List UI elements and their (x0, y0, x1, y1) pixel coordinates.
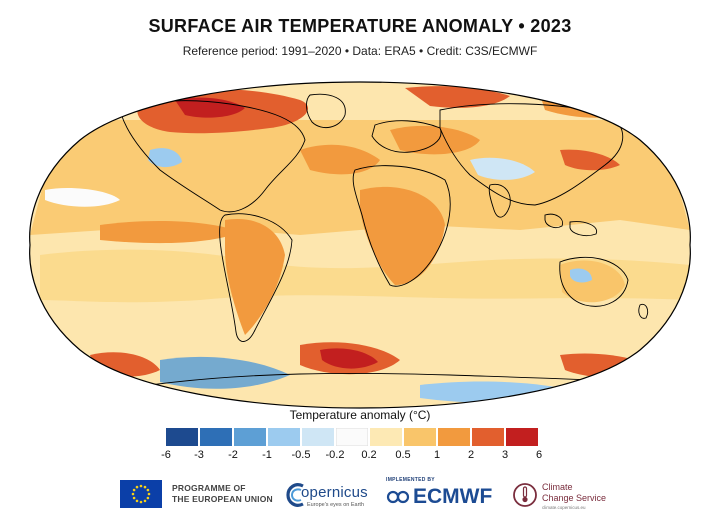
eu-programme-text: PROGRAMME OF THE EUROPEAN UNION (172, 483, 273, 505)
color-scale-segment (370, 428, 402, 446)
antarctic-cool-anomaly (160, 356, 290, 389)
india-outline (488, 183, 511, 218)
color-scale-tick-label: -0.2 (325, 449, 345, 461)
ecmwf-implemented-label: IMPLEMENTED BY (386, 477, 435, 483)
color-scale-tick-label: 2 (467, 449, 475, 461)
europe-outline (371, 120, 442, 153)
color-scale-tick-label: 0.2 (361, 449, 377, 461)
coastlines (119, 93, 661, 386)
color-scale-segment (472, 428, 504, 446)
ecmwf-logo: ECMWF (386, 485, 492, 509)
europe-anomaly (390, 125, 480, 155)
ccs-line1: Climate (542, 482, 573, 492)
eu-flag-logo (120, 480, 162, 508)
color-scale-tick-label: 1 (433, 449, 441, 461)
new-zealand-outline (638, 303, 649, 319)
el-nino-anomaly (100, 220, 240, 244)
south-atlantic-extreme (320, 348, 378, 369)
copernicus-logo: opernicus Europe's eyes on Earth (285, 476, 375, 514)
ecmwf-wordmark: ECMWF (413, 485, 493, 508)
warm-band-north (30, 120, 690, 235)
south-america-anomaly (225, 218, 285, 335)
ccs-line2: Change Service (542, 493, 607, 503)
footer-logos: PROGRAMME OF THE EUROPEAN UNION opernicu… (0, 470, 720, 522)
east-pacific-neutral (45, 188, 120, 207)
legend-title: Temperature anomaly (°C) (289, 408, 431, 422)
arctic-hot-anomaly (405, 86, 510, 108)
africa-outline (352, 165, 451, 287)
copernicus-tagline: Europe's eyes on Earth (307, 502, 365, 508)
eu-text-line2: THE EUROPEAN UNION (172, 494, 273, 504)
color-scale-tick-label: 3 (501, 449, 509, 461)
thermometer-globe-icon (513, 483, 537, 507)
color-scale-segment (200, 428, 232, 446)
asia-outline (439, 103, 624, 206)
canada-extreme-anomaly (175, 97, 245, 118)
africa-anomaly (360, 186, 445, 285)
copernicus-wordmark: opernicus (301, 484, 368, 501)
color-scale-tick-label: -0.5 (291, 449, 311, 461)
color-scale-segment (506, 428, 538, 446)
borneo-outline (544, 213, 563, 229)
ccs-url: climate.copernicus.eu (542, 505, 586, 510)
color-scale-tick-label: -3 (194, 449, 204, 461)
color-scale-bar (166, 428, 538, 446)
north-atlantic-anomaly (300, 144, 380, 175)
map-subtitle: Reference period: 1991–2020 • Data: ERA5… (182, 44, 538, 58)
color-scale-segment (438, 428, 470, 446)
color-scale-segment (234, 428, 266, 446)
map-fill-group (29, 82, 691, 408)
color-scale-tick-label: 6 (535, 449, 543, 461)
ecmwf-icon (386, 490, 410, 504)
eu-text-line1: PROGRAMME OF (172, 483, 246, 493)
north-pacific-cool (148, 148, 182, 168)
map-title: SURFACE AIR TEMPERATURE ANOMALY • 2023 (148, 16, 572, 36)
globe-border (29, 81, 691, 409)
warm-band-south (40, 249, 690, 303)
new-guinea-outline (569, 221, 598, 237)
color-scale-ticks: -6 -3 -2 -1 -0.5 -0.2 0.2 0.5 1 2 3 6 (0, 449, 720, 465)
color-scale-segment (404, 428, 436, 446)
color-scale-segment (302, 428, 334, 446)
south-america-outline (219, 213, 293, 342)
north-america-outline (119, 100, 306, 213)
greenland-outline (306, 93, 346, 129)
climate-change-service-logo: Climate Change Service climate.copernicu… (512, 478, 622, 514)
color-scale-segment (166, 428, 198, 446)
color-scale-segment (336, 428, 368, 446)
australia-outline (559, 256, 629, 307)
central-asia-cool (470, 157, 535, 180)
eu-stars-icon (131, 484, 151, 504)
color-scale-tick-label: -2 (228, 449, 238, 461)
color-scale-segment (268, 428, 300, 446)
color-scale-tick-label: -1 (262, 449, 272, 461)
copernicus-c-icon (286, 483, 304, 507)
color-scale-tick-label: 0.5 (395, 449, 411, 461)
australia-cool-spot (570, 268, 592, 283)
color-scale-tick-label: -6 (161, 449, 171, 461)
